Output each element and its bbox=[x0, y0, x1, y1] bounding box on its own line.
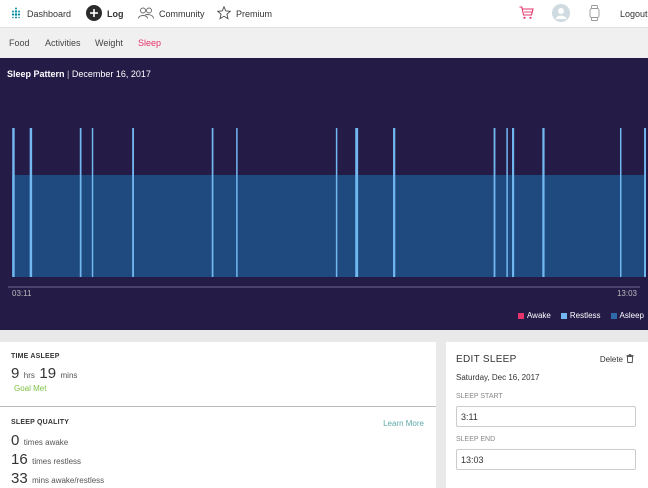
restless-bar bbox=[211, 128, 214, 277]
sleep-stats-card: TIME ASLEEP 9 hrs 19 mins Goal Met SLEEP… bbox=[0, 342, 436, 488]
legend-asleep: Asleep bbox=[610, 311, 644, 320]
fitbit-dots-icon bbox=[10, 7, 22, 21]
asleep-area bbox=[12, 175, 646, 277]
x-axis-end-label: 13:03 bbox=[617, 289, 638, 298]
minutes-value: 19 bbox=[39, 365, 57, 382]
restless-bar bbox=[393, 128, 396, 277]
sleep-pattern-panel: Sleep Pattern | December 16, 2017 03:11 … bbox=[0, 58, 648, 330]
minutes-unit: mins bbox=[60, 371, 78, 380]
legend-asleep-label: Asleep bbox=[619, 311, 644, 320]
chart-title: Sleep Pattern | December 16, 2017 bbox=[7, 69, 151, 79]
legend-restless-label: Restless bbox=[569, 311, 601, 320]
nav-premium-label: Premium bbox=[236, 9, 273, 19]
sleep-pattern-chart: 03:11 13:03 bbox=[8, 128, 646, 298]
restless-minutes-row: 33 mins awake/restless bbox=[11, 470, 104, 488]
sleep-start-input[interactable] bbox=[456, 406, 636, 427]
restless-bar bbox=[355, 128, 359, 277]
people-icon bbox=[138, 7, 154, 21]
sleep-end-label: SLEEP END bbox=[456, 436, 496, 443]
learn-more-link[interactable]: Learn More bbox=[383, 419, 424, 428]
tab-weight[interactable]: Weight bbox=[95, 38, 123, 48]
nav-dashboard[interactable]: Dashboard bbox=[10, 0, 71, 28]
restless-bar bbox=[644, 128, 646, 277]
hours-value: 9 bbox=[11, 365, 20, 382]
plus-circle-icon bbox=[86, 5, 102, 23]
stats-divider bbox=[0, 406, 436, 407]
goal-status: Goal Met bbox=[14, 384, 47, 393]
edit-sleep-title: EDIT SLEEP bbox=[456, 354, 517, 365]
hours-unit: hrs bbox=[23, 371, 35, 380]
awake-count: 0 bbox=[11, 432, 20, 449]
sleep-end-input[interactable] bbox=[456, 449, 636, 470]
restless-bar bbox=[506, 128, 508, 277]
tab-food[interactable]: Food bbox=[9, 38, 30, 48]
device-button[interactable] bbox=[589, 0, 600, 28]
sleep-quality-section: SLEEP QUALITY 0 times awake 16 times res… bbox=[11, 419, 104, 488]
cart-icon bbox=[519, 6, 534, 22]
nav-log[interactable]: Log bbox=[86, 0, 124, 28]
chart-legend: Awake Restless Asleep bbox=[508, 311, 644, 320]
log-subnavigation: Food Activities Weight Sleep bbox=[0, 28, 648, 58]
restless-bar bbox=[79, 128, 82, 277]
restless-bar bbox=[335, 128, 338, 277]
trash-icon bbox=[626, 354, 634, 365]
logout-link[interactable]: Logout bbox=[620, 9, 648, 19]
tab-sleep[interactable]: Sleep bbox=[138, 38, 162, 48]
nav-community[interactable]: Community bbox=[138, 0, 205, 28]
time-asleep-label: TIME ASLEEP bbox=[11, 353, 60, 360]
time-asleep-section: TIME ASLEEP 9 hrs 19 mins Goal Met bbox=[11, 353, 77, 393]
legend-restless: Restless bbox=[560, 311, 601, 320]
nav-community-label: Community bbox=[159, 9, 205, 19]
restless-bar bbox=[619, 128, 622, 277]
restless-bar bbox=[493, 128, 496, 277]
restless-bar bbox=[236, 128, 238, 277]
restless-count-row: 16 times restless bbox=[11, 451, 104, 469]
awake-text: times awake bbox=[23, 438, 69, 447]
restless-minutes: 33 bbox=[11, 470, 28, 487]
restless-bar bbox=[132, 128, 134, 277]
restless-bar bbox=[12, 128, 15, 277]
restless-minutes-text: mins awake/restless bbox=[32, 476, 105, 485]
restless-bar bbox=[29, 128, 33, 277]
chart-date: December 16, 2017 bbox=[71, 69, 151, 79]
legend-awake-label: Awake bbox=[526, 311, 551, 320]
profile-button[interactable] bbox=[552, 0, 570, 28]
nav-premium[interactable]: Premium bbox=[216, 0, 273, 28]
edit-sleep-card: EDIT SLEEP Delete Saturday, Dec 16, 2017… bbox=[446, 342, 648, 488]
sleep-start-label: SLEEP START bbox=[456, 393, 503, 400]
cart-button[interactable] bbox=[519, 0, 534, 28]
nav-log-label: Log bbox=[107, 9, 124, 19]
time-asleep-value: 9 hrs 19 mins bbox=[11, 365, 77, 383]
awake-count-row: 0 times awake bbox=[11, 432, 104, 450]
star-icon bbox=[216, 5, 232, 22]
x-axis-start-label: 03:11 bbox=[12, 289, 32, 298]
nav-dashboard-label: Dashboard bbox=[27, 9, 72, 19]
legend-awake: Awake bbox=[517, 311, 551, 320]
watch-icon bbox=[589, 5, 600, 23]
restless-text: times restless bbox=[32, 457, 82, 466]
sleep-quality-label: SLEEP QUALITY bbox=[11, 419, 70, 426]
restless-count: 16 bbox=[11, 451, 28, 468]
sleep-date: Saturday, Dec 16, 2017 bbox=[456, 373, 540, 382]
chart-title-text: Sleep Pattern bbox=[7, 69, 65, 79]
tab-activities[interactable]: Activities bbox=[45, 38, 81, 48]
restless-bar bbox=[512, 128, 515, 277]
avatar-icon bbox=[552, 4, 570, 24]
restless-bar bbox=[91, 128, 94, 277]
delete-label: Delete bbox=[599, 355, 623, 364]
restless-bars bbox=[12, 128, 646, 277]
restless-bar bbox=[542, 128, 545, 277]
delete-button[interactable]: Delete bbox=[600, 354, 634, 365]
top-navigation: Dashboard Log Community bbox=[0, 0, 648, 28]
